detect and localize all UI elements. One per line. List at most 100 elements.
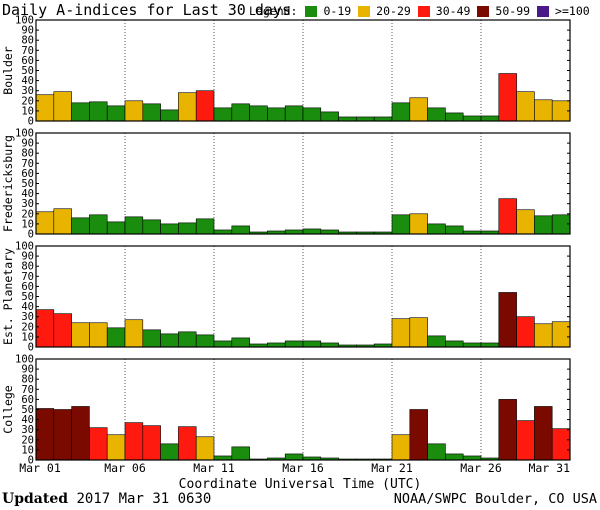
bar — [249, 105, 268, 122]
x-axis-title: Coordinate Universal Time (UTC) — [178, 477, 422, 492]
y-tick-label: 100 — [15, 128, 34, 140]
bar — [356, 116, 375, 122]
bar — [534, 406, 553, 461]
bar — [516, 420, 535, 461]
updated-label: Updated — [2, 491, 69, 507]
y-tick-label: 30 — [21, 424, 34, 436]
bar — [231, 446, 250, 461]
bar — [124, 100, 144, 122]
y-tick-label: 90 — [21, 25, 34, 37]
y-tick-label: 10 — [21, 331, 34, 343]
bar — [53, 409, 72, 461]
bar — [89, 322, 108, 348]
bar — [178, 222, 197, 235]
bar — [106, 434, 126, 461]
bar — [213, 340, 233, 348]
bar — [267, 342, 286, 348]
bar — [302, 107, 322, 122]
bar — [106, 327, 126, 348]
y-tick-label: 20 — [21, 208, 34, 220]
bar — [302, 340, 322, 348]
bar — [71, 102, 90, 122]
bar — [551, 428, 571, 461]
legend-text: >=100 — [555, 4, 590, 18]
bar — [160, 109, 179, 122]
panel-label: Boulder — [1, 46, 15, 95]
bar — [498, 399, 517, 461]
bar — [142, 329, 161, 348]
bar — [35, 211, 55, 235]
bar — [53, 208, 72, 235]
y-tick-label: 100 — [15, 15, 34, 27]
bar — [178, 331, 197, 348]
y-tick-label: 90 — [21, 138, 34, 150]
bar — [195, 218, 215, 235]
bar — [516, 316, 535, 348]
y-tick-label: 40 — [21, 75, 34, 87]
bar — [106, 221, 126, 235]
bar — [231, 225, 250, 235]
bar — [53, 91, 72, 122]
bar — [551, 214, 571, 235]
bar — [462, 455, 482, 461]
bar — [284, 340, 304, 348]
y-tick-label: 70 — [21, 271, 34, 283]
bar — [89, 214, 108, 235]
bar — [213, 107, 233, 122]
bar — [231, 337, 250, 348]
bar — [71, 406, 90, 461]
bar — [462, 342, 482, 348]
y-tick-label: 40 — [21, 188, 34, 200]
bar — [373, 116, 393, 122]
bar — [534, 323, 553, 348]
credit-text: NOAA/SWPC Boulder, CO USA — [393, 491, 597, 507]
bar — [124, 422, 144, 461]
bar — [213, 229, 233, 235]
legend-swatch — [305, 5, 318, 17]
bar — [480, 342, 500, 348]
bar — [427, 443, 446, 461]
bar — [142, 103, 161, 122]
legend-text: 0-19 — [323, 4, 352, 18]
bar — [445, 112, 464, 122]
x-tick-label: Mar 31 — [528, 461, 570, 475]
legend-item-50-99: 50-99 — [477, 4, 530, 18]
y-tick-label: 60 — [21, 394, 34, 406]
y-tick-label: 40 — [21, 301, 34, 313]
y-tick-label: 50 — [21, 65, 34, 77]
y-tick-label: 100 — [15, 354, 34, 366]
y-tick-label: 20 — [21, 434, 34, 446]
y-tick-label: 30 — [21, 85, 34, 97]
chart-area: 0102030405060708090100Boulder01020304050… — [1, 15, 571, 475]
y-tick-label: 10 — [21, 105, 34, 117]
y-tick-label: 80 — [21, 374, 34, 386]
bar — [35, 408, 55, 461]
y-tick-label: 10 — [21, 218, 34, 230]
bar — [178, 426, 197, 461]
y-tick-label: 0 — [28, 342, 34, 354]
x-tick-label: Mar 26 — [460, 461, 502, 475]
y-tick-label: 30 — [21, 311, 34, 323]
y-tick-label: 50 — [21, 291, 34, 303]
bar — [160, 443, 179, 461]
bar — [445, 453, 464, 461]
bar — [142, 219, 161, 235]
bar — [142, 425, 161, 461]
bar — [106, 105, 126, 122]
y-tick-label: 60 — [21, 168, 34, 180]
bar — [391, 102, 411, 122]
bar — [53, 313, 72, 348]
bar — [427, 335, 446, 348]
panel-label: College — [1, 385, 15, 434]
bar — [462, 115, 482, 122]
legend-swatch — [477, 5, 490, 17]
legend-swatch — [358, 5, 371, 17]
bar — [160, 223, 179, 235]
bar — [498, 73, 517, 122]
bar — [320, 111, 339, 122]
bar — [320, 342, 339, 348]
y-tick-label: 50 — [21, 178, 34, 190]
legend-text: 20-29 — [376, 4, 411, 18]
bar — [498, 198, 517, 235]
bar — [320, 229, 339, 235]
